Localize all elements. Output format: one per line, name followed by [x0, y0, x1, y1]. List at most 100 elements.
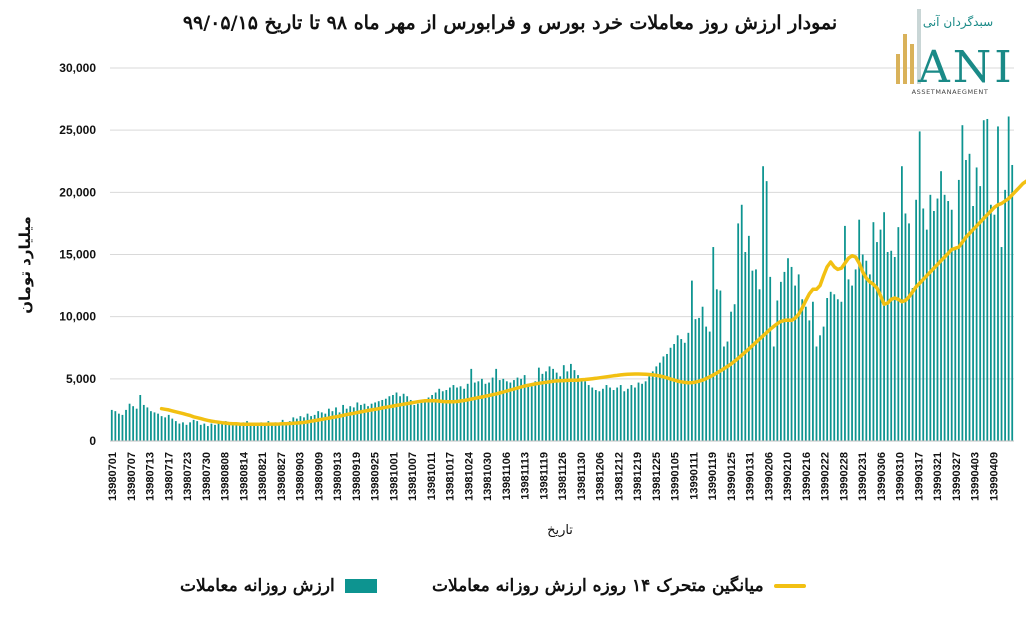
bar: [669, 347, 672, 441]
bar: [513, 380, 515, 441]
bar: [324, 413, 327, 441]
bar: [473, 382, 476, 441]
bar: [360, 404, 362, 441]
bar: [687, 332, 690, 441]
bar: [352, 407, 355, 441]
bar: [335, 407, 337, 441]
bar: [203, 423, 206, 441]
bar: [826, 298, 829, 441]
legend-item-line: میانگین متحرک ۱۴ روزه ارزش روزانه معاملا…: [432, 576, 806, 596]
bar: [320, 412, 323, 441]
x-tick-label: 13980723: [182, 452, 194, 501]
bar: [655, 366, 658, 441]
bar: [135, 408, 138, 441]
bar: [936, 198, 939, 441]
bar: [844, 225, 846, 441]
chart-legend: ارزش روزانه معاملات میانگین متحرک ۱۴ روز…: [0, 576, 1026, 606]
bar: [206, 426, 209, 441]
bar: [498, 380, 501, 441]
bar: [950, 209, 953, 441]
bar: [623, 391, 626, 441]
bar: [890, 250, 893, 441]
bar: [591, 387, 594, 441]
bar: [584, 381, 587, 441]
bar: [477, 381, 480, 441]
bar: [925, 229, 928, 441]
bar: [488, 382, 490, 441]
bar: [566, 371, 569, 441]
bar: [132, 406, 135, 441]
bar: [402, 393, 405, 441]
x-tick-label: 13980925: [370, 452, 382, 501]
x-tick-label: 13981206: [595, 452, 607, 501]
bar: [246, 421, 248, 441]
bar: [787, 258, 789, 441]
bar: [367, 406, 369, 441]
bar: [370, 403, 373, 441]
bar: [534, 381, 537, 441]
x-tick-label: 13990125: [726, 452, 738, 501]
bar: [637, 382, 640, 441]
bar: [271, 424, 273, 441]
x-tick-label: 13990321: [932, 452, 944, 501]
x-tick-label: 13980821: [257, 452, 269, 501]
x-tick-label: 13990222: [820, 452, 832, 501]
bar: [235, 424, 238, 441]
x-tick-label: 13981225: [651, 452, 663, 501]
bar: [772, 346, 775, 441]
bar: [160, 416, 163, 441]
bar: [808, 320, 811, 441]
bar: [651, 371, 654, 441]
x-tick-label: 13980713: [145, 452, 157, 501]
bar: [164, 417, 167, 441]
bar: [463, 388, 466, 441]
bar: [747, 235, 750, 441]
bar: [174, 421, 177, 441]
bar: [609, 387, 611, 441]
bar: [616, 387, 619, 441]
bar: [911, 288, 914, 441]
bar: [331, 411, 334, 441]
bar: [797, 274, 800, 441]
x-axis-title: تاریخ: [547, 523, 573, 538]
bar: [317, 411, 320, 441]
x-tick-label: 13990131: [745, 452, 757, 501]
bar: [691, 280, 693, 441]
bar: [776, 300, 779, 441]
bar: [979, 186, 982, 441]
bar: [658, 362, 661, 441]
bar: [783, 271, 786, 441]
bar: [153, 412, 156, 441]
x-tick-label: 13981126: [557, 452, 569, 500]
x-tick-label: 13980903: [295, 452, 307, 501]
bar: [416, 403, 419, 441]
bar: [548, 366, 551, 441]
bar: [641, 383, 643, 441]
bar: [466, 383, 469, 441]
bar: [523, 375, 526, 441]
bar: [851, 285, 853, 441]
bar: [384, 398, 387, 441]
bar: [997, 126, 999, 441]
bar: [420, 401, 423, 441]
bar: [666, 353, 668, 441]
bar: [908, 223, 910, 441]
bar: [708, 331, 711, 441]
bar: [278, 423, 280, 441]
bar: [726, 341, 729, 441]
bar: [562, 365, 565, 441]
bar: [395, 392, 398, 441]
bar: [694, 319, 697, 441]
bar: [217, 422, 220, 441]
bar: [733, 304, 736, 441]
bar: [719, 290, 722, 441]
x-tick-label: 13990327: [951, 452, 963, 501]
x-tick-label: 13981212: [613, 452, 625, 501]
x-tick-label: 13990119: [707, 452, 719, 500]
bar: [1007, 116, 1010, 442]
x-tick-label: 13980913: [332, 452, 344, 501]
y-tick-label: 15,000: [59, 248, 96, 262]
bar: [310, 416, 312, 441]
bar: [630, 385, 633, 441]
